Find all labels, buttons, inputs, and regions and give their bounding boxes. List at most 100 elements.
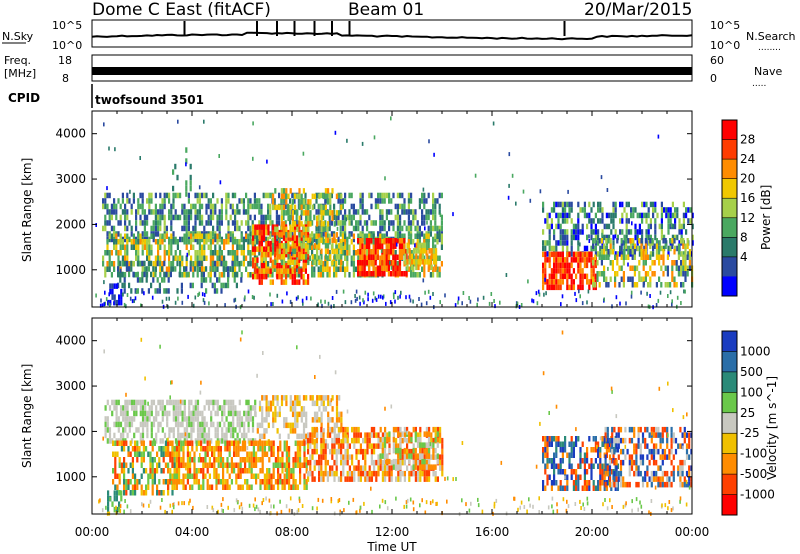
velocity-cell	[195, 468, 198, 474]
power-cell	[570, 251, 573, 257]
power-cell	[315, 239, 318, 245]
velocity-cell	[377, 443, 380, 449]
power-speck	[462, 291, 465, 295]
power-cell	[649, 243, 652, 249]
power-cell	[658, 223, 661, 230]
power-cell	[291, 273, 294, 280]
power-cell	[185, 147, 188, 153]
power-speck	[439, 300, 441, 305]
power-cell	[253, 233, 256, 239]
power-cell	[231, 244, 234, 250]
power-cell	[258, 224, 261, 230]
power-cell	[674, 223, 677, 230]
power-cell	[592, 243, 595, 249]
power-cell	[660, 265, 663, 271]
velocity-cell	[277, 462, 280, 468]
power-cell	[346, 261, 349, 267]
velocity-cell	[326, 470, 329, 477]
velocity-cell	[313, 459, 316, 466]
power-cell	[152, 209, 155, 215]
power-cell	[592, 260, 595, 266]
velocity-cell	[292, 457, 295, 463]
velocity-cell	[421, 464, 424, 470]
power-speck	[400, 290, 402, 295]
power-cell	[271, 224, 274, 230]
power-cell	[260, 257, 263, 263]
power-cell	[296, 262, 299, 269]
power-cell	[234, 261, 237, 267]
power-cell	[555, 257, 558, 263]
power-cell	[203, 255, 206, 261]
power-cell	[577, 223, 580, 230]
velocity-cell	[294, 400, 297, 407]
velocity-cell	[419, 453, 422, 459]
power-cell	[161, 214, 164, 221]
velocity-cell	[181, 416, 184, 422]
beam-title: Beam 01	[348, 0, 424, 20]
power-cell	[196, 255, 199, 261]
power-cell	[383, 238, 386, 244]
power-cell	[666, 282, 669, 288]
velocity-cell	[559, 480, 562, 486]
power-cell	[123, 288, 126, 294]
power-cell	[654, 218, 657, 224]
power-cell	[305, 232, 308, 238]
power-cell	[643, 212, 646, 219]
power-cell	[141, 250, 144, 256]
power-cell	[361, 271, 364, 277]
power-cell	[141, 203, 144, 210]
velocity-cell	[555, 452, 558, 458]
power-cell	[394, 231, 397, 237]
power-cell	[213, 288, 216, 294]
power-cell	[229, 214, 232, 221]
power-cell	[121, 255, 124, 261]
power-cell	[298, 237, 301, 244]
power-cell	[548, 223, 551, 230]
power-cell	[225, 239, 228, 245]
power-speck	[361, 141, 364, 146]
velocity-cell	[130, 405, 134, 411]
velocity-cell	[259, 484, 262, 490]
power-cell	[157, 250, 160, 256]
power-cell	[381, 209, 384, 215]
velocity-cell	[592, 485, 595, 491]
velocity-cell	[313, 465, 316, 471]
velocity-cell	[399, 464, 402, 470]
power-cell	[163, 192, 166, 199]
power-cell	[653, 271, 656, 277]
power-cell	[660, 282, 663, 288]
velocity-cell	[104, 405, 107, 411]
power-cell	[280, 254, 283, 260]
power-speck	[614, 234, 617, 239]
velocity-cell	[320, 395, 323, 401]
power-cell	[174, 250, 177, 256]
power-cell	[207, 203, 210, 210]
power-cell	[130, 203, 133, 210]
velocity-cell	[337, 426, 340, 433]
power-cell	[684, 249, 687, 255]
power-cell	[170, 220, 173, 226]
velocity-cell	[168, 399, 171, 406]
velocity-cell	[232, 427, 235, 433]
power-cell	[370, 238, 373, 244]
power-cell	[223, 244, 226, 250]
power-cell	[315, 209, 318, 215]
velocity-cell	[315, 443, 318, 449]
power-cell	[542, 240, 545, 246]
power-cell	[682, 254, 685, 260]
power-cell	[170, 239, 173, 245]
power-cell	[385, 192, 388, 199]
power-cell	[619, 201, 622, 208]
velocity-cell	[124, 405, 127, 411]
power-cell	[304, 246, 307, 252]
power-cell	[154, 225, 157, 232]
power-cell	[423, 192, 426, 199]
power-cell	[154, 203, 157, 210]
power-cell	[154, 288, 157, 294]
velocity-cell	[335, 437, 338, 444]
velocity-cell	[169, 451, 172, 457]
power-cell	[383, 265, 386, 271]
power-cell	[664, 282, 667, 288]
power-cell	[350, 203, 353, 210]
power-cell	[561, 251, 564, 258]
